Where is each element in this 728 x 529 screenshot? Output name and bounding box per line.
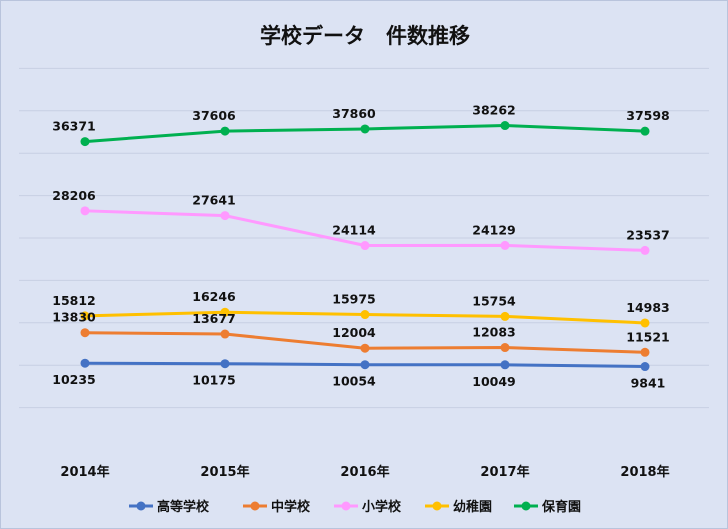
data-label: 10049 [472,374,516,389]
legend-swatch-marker [432,501,442,511]
gridlines [19,67,709,409]
data-point [500,121,510,131]
legend: 高等学校 中学校 小学校 幼稚園 保育園 [129,499,581,515]
legend-label: 小学校 [362,499,402,515]
data-label: 12083 [472,325,516,340]
data-point [500,343,510,353]
data-point [80,358,90,368]
data-point [360,241,370,251]
data-label: 15812 [52,293,96,308]
x-tick-label: 2018年 [620,464,669,480]
data-label: 37860 [332,106,376,121]
data-label: 23537 [626,227,670,242]
data-point [360,360,370,370]
x-axis: 2014年 2015年 2016年 2017年 2018年 [60,464,669,480]
data-point [80,311,90,321]
chart-title: 学校データ 件数推移 [260,24,470,48]
data-label: 15754 [472,293,516,308]
data-label: 24129 [472,222,516,237]
data-label: 28206 [52,188,96,203]
data-point [80,328,90,338]
data-label: 37598 [626,108,670,123]
data-label: 24114 [332,223,376,238]
data-label: 10235 [52,372,96,387]
data-label: 9841 [631,376,666,391]
data-point [640,126,650,136]
data-label: 38262 [472,103,516,118]
legend-swatch-marker [250,501,260,511]
x-tick-label: 2015年 [200,464,249,480]
legend-label: 高等学校 [157,499,210,515]
legend-swatch-marker [521,501,531,511]
data-label: 36371 [52,119,96,134]
data-point [500,240,510,250]
legend-swatch-marker [136,501,146,511]
x-tick-label: 2014年 [60,464,109,480]
data-point [360,343,370,353]
data-point [500,311,510,321]
data-label: 12004 [332,325,376,340]
data-point [360,310,370,320]
data-label: 37606 [192,108,236,123]
data-label: 13677 [192,311,236,326]
data-point [220,126,230,136]
x-tick-label: 2017年 [480,464,529,480]
data-point [640,362,650,372]
data-point [640,318,650,328]
data-point [360,124,370,134]
data-label: 16246 [192,289,236,304]
data-label: 10054 [332,374,376,389]
data-label: 11521 [626,329,670,344]
data-point [220,211,230,221]
data-point [80,137,90,147]
legend-label: 保育園 [541,499,581,515]
legend-label: 中学校 [271,499,311,515]
data-label: 15975 [332,292,376,307]
legend-label: 幼稚園 [453,499,492,515]
data-point [500,360,510,370]
data-point [220,307,230,317]
x-tick-label: 2016年 [340,464,389,480]
data-labels: 10235 10175 10054 10049 9841 13830 13677 12004 1… [52,103,670,391]
data-point [640,245,650,255]
series-layer [80,121,650,372]
legend-swatch-marker [341,501,351,511]
data-point [640,347,650,357]
data-label: 14983 [626,300,670,315]
data-point [80,206,90,216]
data-label: 10175 [192,373,236,388]
data-label: 27641 [192,193,236,208]
data-point [220,329,230,339]
data-point [220,359,230,369]
data-label: 13830 [52,310,96,325]
